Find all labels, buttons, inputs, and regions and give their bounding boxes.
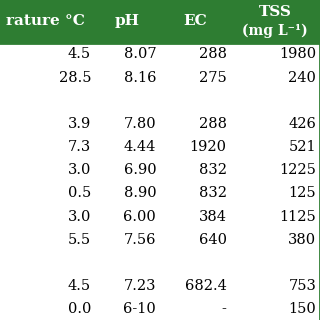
Text: 4.44: 4.44 [124,140,156,154]
Text: 832: 832 [199,186,227,200]
Text: 150: 150 [289,302,316,316]
Text: 3.0: 3.0 [68,163,91,177]
Text: 8.90: 8.90 [124,186,156,200]
Bar [0,251,320,275]
Text: TSS: TSS [259,5,292,19]
Text: 6.00: 6.00 [124,210,156,224]
Text: 0.5: 0.5 [68,186,91,200]
Text: 4.5: 4.5 [68,47,91,61]
Text: (mg L⁻¹): (mg L⁻¹) [242,24,308,38]
Text: 125: 125 [289,186,316,200]
Text: 832: 832 [199,163,227,177]
Text: 640: 640 [199,233,227,247]
Text: 288: 288 [199,117,227,131]
Text: 1920: 1920 [190,140,227,154]
Bar [0,0,320,43]
Bar [0,66,320,89]
Text: 6.90: 6.90 [124,163,156,177]
Text: 1125: 1125 [280,210,316,224]
Text: 426: 426 [289,117,316,131]
Text: 240: 240 [289,71,316,84]
Bar [0,205,320,228]
Text: 7.23: 7.23 [124,279,156,293]
Text: 380: 380 [288,233,316,247]
Text: 7.80: 7.80 [124,117,156,131]
Bar [0,135,320,159]
Text: EC: EC [183,14,207,28]
Text: rature °C: rature °C [6,14,85,28]
Text: 8.07: 8.07 [124,47,156,61]
Text: 5.5: 5.5 [68,233,91,247]
Bar [0,112,320,135]
Text: 6-10: 6-10 [124,302,156,316]
Text: 384: 384 [199,210,227,224]
Bar [0,228,320,251]
Text: 753: 753 [289,279,316,293]
Bar [0,298,320,320]
Text: 8.16: 8.16 [124,71,156,84]
Text: 1980: 1980 [279,47,316,61]
Text: 3.9: 3.9 [68,117,91,131]
Text: 0.0: 0.0 [68,302,91,316]
Bar [0,89,320,112]
Text: 7.3: 7.3 [68,140,91,154]
Text: 3.0: 3.0 [68,210,91,224]
Bar [0,159,320,182]
Bar [0,275,320,298]
Text: -: - [222,302,227,316]
Text: 682.4: 682.4 [185,279,227,293]
Bar [0,182,320,205]
Text: 288: 288 [199,47,227,61]
Text: 4.5: 4.5 [68,279,91,293]
Text: 28.5: 28.5 [59,71,91,84]
Text: pH: pH [115,14,140,28]
Bar [0,43,320,66]
Text: 275: 275 [199,71,227,84]
Text: 1225: 1225 [279,163,316,177]
Text: 7.56: 7.56 [124,233,156,247]
Text: 521: 521 [289,140,316,154]
